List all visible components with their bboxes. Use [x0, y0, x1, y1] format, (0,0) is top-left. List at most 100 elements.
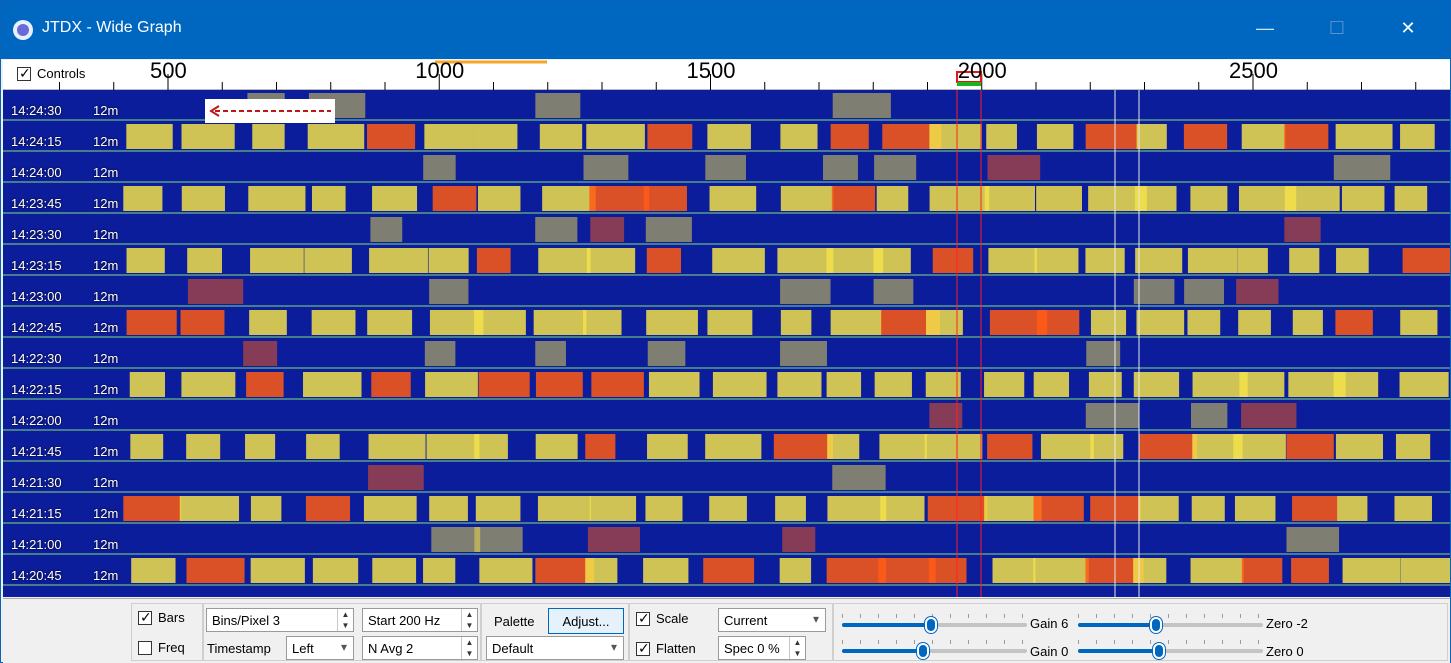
spec-spinbox[interactable]: Spec 0 % ▲ ▼ [718, 636, 806, 660]
signal-trace [928, 558, 967, 583]
signal-trace [1241, 124, 1286, 149]
band-label: 12m [93, 382, 119, 397]
signal-trace [123, 496, 182, 521]
band-label: 12m [93, 103, 119, 118]
signal-trace [473, 124, 518, 149]
scale-checkbox[interactable] [636, 610, 650, 627]
bars-checkbox[interactable] [138, 609, 152, 626]
gain-top-slider[interactable] [842, 614, 1027, 633]
signal-trace [830, 310, 882, 335]
signal-trace [831, 186, 876, 211]
timestamp-value: Left [292, 640, 314, 656]
scale-select[interactable]: Current [718, 608, 826, 632]
freq-checkbox[interactable] [138, 640, 152, 655]
signal-trace [186, 434, 221, 459]
bins-pixel-spinbox[interactable]: Bins/Pixel 3 ▲ ▼ [206, 608, 354, 632]
start-freq-spinbox[interactable]: Start 200 Hz ▲ ▼ [362, 608, 478, 632]
signal-trace [311, 310, 356, 335]
palette-label: Palette [494, 614, 535, 629]
zero-bottom-slider[interactable] [1078, 640, 1263, 659]
signal-trace [1400, 124, 1435, 149]
signal-trace [1241, 558, 1283, 583]
scale-label-500: 500 [150, 58, 187, 83]
timestamp-label: 14:21:00 [11, 537, 62, 552]
palette-select[interactable]: Default [486, 636, 624, 660]
controls-toggle[interactable]: Controls [17, 65, 85, 82]
signal-trace [984, 186, 1035, 211]
signal-trace [874, 155, 917, 180]
scale-label-2000: 2000 [957, 58, 1007, 83]
controls-checkbox[interactable] [17, 65, 31, 82]
signal-trace [537, 496, 591, 521]
signal-trace [873, 279, 914, 304]
adjust-button[interactable]: Adjust... [548, 608, 624, 634]
signal-trace [583, 155, 629, 180]
signal-trace [474, 434, 508, 459]
signal-trace [535, 93, 581, 118]
bars-toggle[interactable]: Bars [138, 609, 185, 626]
signal-trace [1135, 248, 1183, 273]
scale-toggle[interactable]: Scale [636, 610, 689, 627]
band-label: 12m [93, 196, 119, 211]
bars-freq-group: Bars Freq [131, 603, 203, 661]
signal-trace [1085, 124, 1138, 149]
timestamp-label: 14:22:00 [11, 413, 62, 428]
signal-trace [832, 93, 891, 118]
signal-trace [777, 372, 822, 397]
signal-trace [305, 496, 351, 521]
maximize-button[interactable]: ☐ [1328, 17, 1346, 38]
frequency-scale[interactable]: Controls 500 1000 1500 2000 2500 [3, 58, 1450, 90]
timestamp-select[interactable]: Left [286, 636, 354, 660]
signal-trace [187, 279, 244, 304]
timestamp-label: 14:23:45 [11, 196, 62, 211]
zero-bottom-thumb[interactable] [1153, 643, 1166, 659]
signal-trace [1192, 372, 1248, 397]
signal-trace [647, 341, 686, 366]
navg-spin-icon[interactable]: ▲ ▼ [461, 637, 477, 659]
navg-spinbox[interactable]: N Avg 2 ▲ ▼ [362, 636, 478, 660]
signal-trace [252, 124, 285, 149]
zero-top-thumb[interactable] [1149, 617, 1162, 633]
zero-top-slider[interactable] [1078, 614, 1263, 633]
signal-trace [1234, 496, 1276, 521]
waterfall-display[interactable]: 14:24:30 12m 14:24:15 12m 14:24:00 12m 14:23:4… [3, 90, 1450, 597]
signal-trace [707, 310, 753, 335]
signal-trace [925, 372, 961, 397]
scale-ticks [59, 60, 1417, 90]
signal-trace [372, 186, 418, 211]
signal-trace [538, 248, 591, 273]
signal-trace [586, 248, 636, 273]
gain-top-thumb[interactable] [924, 617, 937, 633]
signal-trace [126, 310, 177, 335]
spec-spin-icon[interactable]: ▲ ▼ [789, 637, 805, 659]
flatten-toggle[interactable]: Flatten [636, 640, 696, 657]
signal-trace [477, 186, 521, 211]
flatten-checkbox[interactable] [636, 640, 650, 657]
signal-trace [707, 124, 751, 149]
freq-toggle[interactable]: Freq [138, 640, 185, 655]
gain-bottom-thumb[interactable] [917, 643, 930, 659]
minimize-button[interactable]: — [1256, 17, 1274, 38]
close-button[interactable]: ✕ [1400, 17, 1416, 38]
signal-trace [987, 155, 1041, 180]
signal-trace [179, 496, 240, 521]
bins-pixel-spin-icon[interactable]: ▲ ▼ [337, 609, 353, 631]
controls-panel: Bars Freq Bins/Pixel 3 ▲▼ Timestamp Left… [3, 598, 1450, 663]
signal-trace [775, 496, 806, 521]
signal-trace [780, 124, 818, 149]
band-label: 12m [93, 165, 119, 180]
signal-trace [1090, 310, 1127, 335]
app-compass-icon [13, 20, 33, 40]
signal-trace [1184, 279, 1224, 304]
band-label: 12m [93, 537, 119, 552]
signal-trace [780, 341, 827, 366]
signal-trace [984, 372, 1025, 397]
gain-bottom-slider[interactable] [842, 640, 1027, 659]
signal-trace [181, 372, 236, 397]
signal-trace [1033, 496, 1084, 521]
signal-trace [246, 372, 284, 397]
signal-trace [1291, 558, 1329, 583]
signal-trace [535, 217, 578, 242]
start-freq-spin-icon[interactable]: ▲ ▼ [461, 609, 477, 631]
